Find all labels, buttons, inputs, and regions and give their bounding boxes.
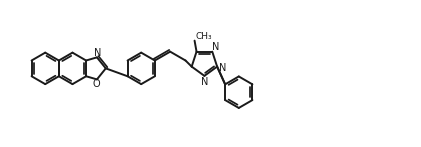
Text: N: N [212, 42, 219, 52]
Text: N: N [201, 77, 208, 87]
Text: CH₃: CH₃ [196, 32, 212, 41]
Text: O: O [93, 79, 100, 89]
Text: N: N [219, 64, 226, 74]
Text: N: N [93, 48, 101, 58]
